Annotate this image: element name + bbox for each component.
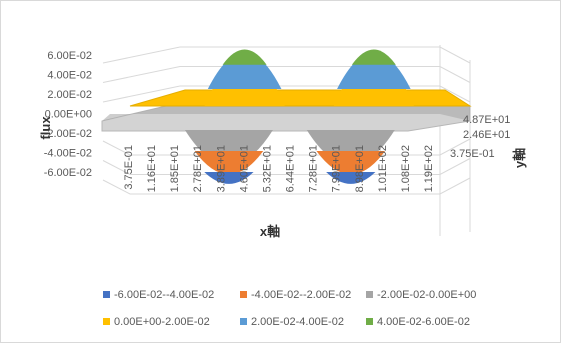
legend-entry: 4.00E-02-6.00E-02 bbox=[377, 316, 470, 328]
x-tick-label: 1.19E+02 bbox=[423, 145, 435, 192]
x-tick-label: 3.75E-01 bbox=[123, 145, 135, 190]
x-tick-label: 8.98E+01 bbox=[354, 145, 366, 192]
trough-band bbox=[316, 151, 386, 175]
z-tick-label: -4.00E-02 bbox=[44, 148, 92, 160]
y-tick-label: 3.75E-01 bbox=[450, 148, 495, 160]
z-tick-label: 0.00E+00 bbox=[45, 109, 92, 121]
surface-trough bbox=[184, 130, 273, 184]
x-tick-label: 1.08E+02 bbox=[400, 145, 412, 192]
surface-peak bbox=[204, 49, 285, 106]
x-tick-label: 1.01E+02 bbox=[377, 145, 389, 192]
trough-band bbox=[326, 172, 376, 184]
legend-entry: -6.00E-02--4.00E-02 bbox=[114, 289, 214, 301]
z-axis-ticks: 6.00E-02 4.00E-02 2.00E-02 0.00E+00 -2.00E-0… bbox=[44, 50, 92, 179]
z-axis-title: flux bbox=[38, 116, 53, 140]
gridline bbox=[102, 46, 471, 64]
surface-flat-positive bbox=[129, 89, 472, 107]
trough-band bbox=[204, 172, 254, 184]
legend-entry: -4.00E-02--2.00E-02 bbox=[251, 289, 351, 301]
surface-plot bbox=[101, 49, 472, 184]
legend-swatch bbox=[366, 291, 373, 298]
x-tick-label: 6.44E+01 bbox=[285, 145, 297, 192]
legend-swatch bbox=[240, 291, 247, 298]
y-tick-label: 2.46E+01 bbox=[463, 129, 510, 141]
legend-entry: 0.00E+00-2.00E-02 bbox=[114, 316, 210, 328]
legend-swatch bbox=[240, 318, 247, 325]
legend-swatch bbox=[103, 291, 110, 298]
z-tick-label: 6.00E-02 bbox=[47, 50, 92, 62]
z-tick-label: 4.00E-02 bbox=[47, 70, 92, 82]
x-tick-label: 4.60E+01 bbox=[238, 145, 250, 192]
peak-band bbox=[222, 49, 267, 65]
legend: -6.00E-02--4.00E-02 -4.00E-02--2.00E-02 -2… bbox=[103, 289, 476, 328]
y-axis-title: y軸 bbox=[512, 148, 527, 168]
x-tick-label: 7.28E+01 bbox=[308, 145, 320, 192]
legend-swatch bbox=[103, 318, 110, 325]
x-axis-ticks: 3.75E-01 1.16E+01 1.85E+01 2.78E+01 3.89E+01… bbox=[123, 145, 435, 192]
gridline bbox=[102, 138, 471, 156]
x-tick-label: 7.99E+01 bbox=[331, 145, 343, 192]
x-tick-label: 1.16E+01 bbox=[146, 145, 158, 192]
peak-band bbox=[351, 49, 396, 65]
legend-entry: 2.00E-02-4.00E-02 bbox=[251, 316, 344, 328]
gridline bbox=[102, 158, 471, 175]
legend-entry: -2.00E-02-0.00E+00 bbox=[377, 289, 476, 301]
z-tick-label: -6.00E-02 bbox=[44, 167, 92, 179]
surface-trough bbox=[306, 130, 395, 184]
x-tick-label: 3.89E+01 bbox=[215, 145, 227, 192]
y-tick-label: 4.87E+01 bbox=[463, 114, 510, 126]
x-tick-label: 1.85E+01 bbox=[169, 145, 181, 192]
x-tick-label: 5.32E+01 bbox=[261, 145, 273, 192]
surface-shade bbox=[102, 106, 470, 121]
gridlines bbox=[102, 45, 471, 236]
z-tick-label: 2.00E-02 bbox=[47, 89, 92, 101]
gridline bbox=[102, 177, 471, 195]
x-axis-title: x軸 bbox=[260, 224, 280, 239]
x-tick-label: 2.78E+01 bbox=[192, 145, 204, 192]
gridline bbox=[102, 85, 471, 103]
surface-peak bbox=[333, 49, 414, 106]
gridline bbox=[102, 66, 471, 83]
legend-swatch bbox=[366, 318, 373, 325]
z-tick-label: -2.00E-02 bbox=[44, 128, 92, 140]
y-axis-ticks: 4.87E+01 2.46E+01 3.75E-01 bbox=[450, 114, 510, 160]
trough-band bbox=[194, 151, 264, 175]
